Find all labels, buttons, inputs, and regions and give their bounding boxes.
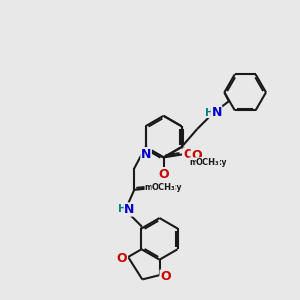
Text: methoxy: methoxy xyxy=(145,183,182,192)
Text: H: H xyxy=(205,108,214,118)
Text: N: N xyxy=(124,203,135,216)
Text: OCH₃: OCH₃ xyxy=(152,183,176,192)
Text: methoxy: methoxy xyxy=(189,158,226,167)
Text: O: O xyxy=(154,182,164,194)
Text: N: N xyxy=(141,148,151,161)
Text: H: H xyxy=(118,204,127,214)
Text: N: N xyxy=(212,106,222,119)
Text: O: O xyxy=(183,148,194,161)
Text: O: O xyxy=(191,148,202,162)
Text: O: O xyxy=(158,168,169,181)
Text: O: O xyxy=(160,270,171,283)
Text: O: O xyxy=(117,252,128,265)
Text: OCH₃: OCH₃ xyxy=(196,158,220,167)
